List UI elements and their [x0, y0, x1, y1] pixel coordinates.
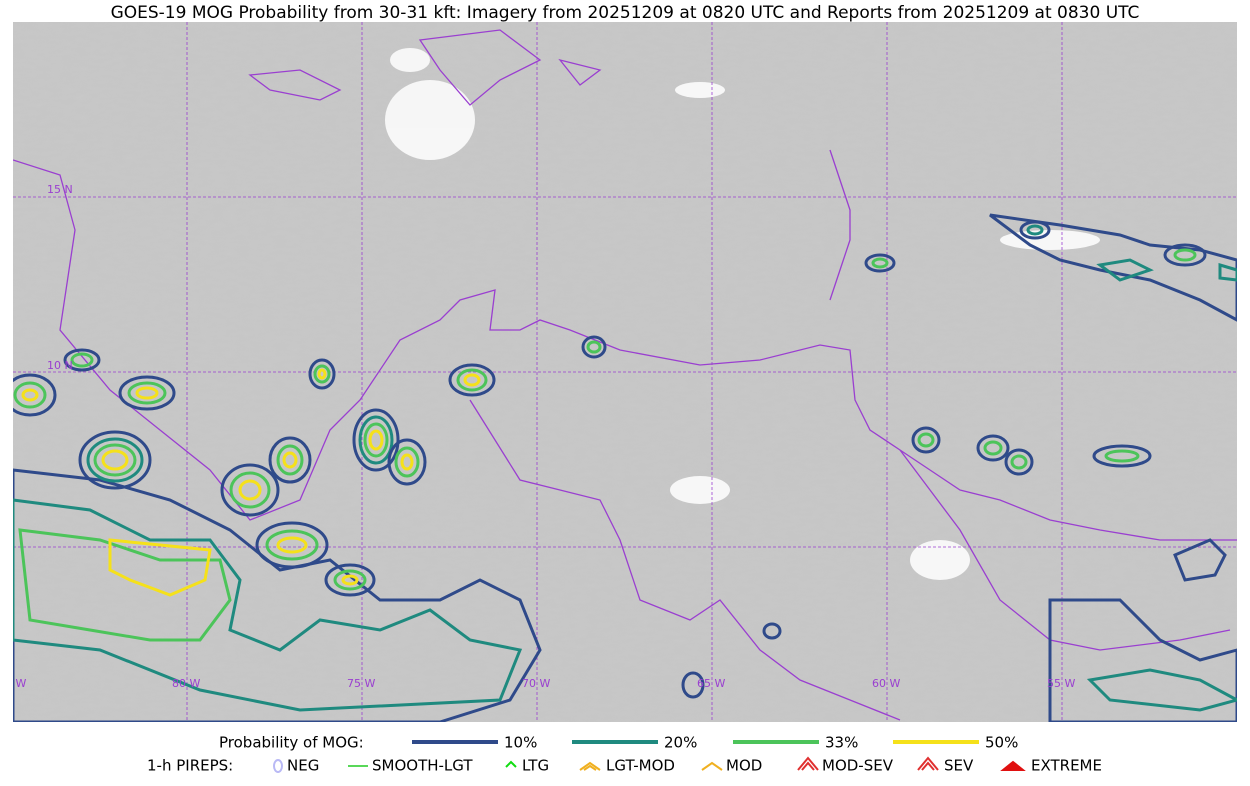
lon-label: 60 W [872, 677, 900, 690]
legend-icon [797, 756, 819, 771]
lon-label: 75 W [347, 677, 375, 690]
legend-icon [917, 756, 939, 771]
legend-label: 20% [664, 734, 697, 752]
legend-label: MOD-SEV [822, 757, 894, 775]
legend-icon [505, 760, 517, 768]
lon-label: 80 W [172, 677, 200, 690]
lon-label: 85 W [0, 677, 26, 690]
legend-label: 33% [825, 734, 858, 752]
lat-label: 15 N [47, 183, 73, 196]
legend-icon [1000, 760, 1026, 771]
lon-label: 55 W [1047, 677, 1075, 690]
map-area: 15 N 10 N 85 W 80 W 75 W 70 W 65 W 60 W 55 W [0, 22, 1237, 722]
lon-label: 70 W [522, 677, 550, 690]
legend-label: 50% [985, 734, 1018, 752]
legend-label: LTG [522, 757, 549, 775]
probability-contours [13, 213, 1237, 722]
legend-title: Probability of MOG: [219, 734, 364, 752]
legend-icon [273, 759, 283, 773]
legend-icon [701, 761, 723, 771]
lat-label: 10 N [47, 359, 73, 372]
lon-label: 65 W [697, 677, 725, 690]
legend: Probability of MOG: 10% 20% 33% 50% 1-h PIREP… [147, 734, 1102, 775]
graticule [13, 22, 1237, 722]
legend-title: 1-h PIREPS: [147, 757, 233, 775]
grid-labels: 15 N 10 N 85 W 80 W 75 W 70 W 65 W 60 W 55 W [0, 183, 1075, 690]
legend-label: SMOOTH-LGT [372, 757, 473, 775]
legend-label: SEV [944, 757, 974, 775]
title: GOES-19 MOG Probability from 30-31 kft: … [111, 3, 1140, 23]
legend-label: EXTREME [1031, 757, 1102, 775]
storm-cells [13, 220, 1207, 699]
legend-label: LGT-MOD [606, 757, 675, 775]
legend-icon [579, 761, 601, 771]
legend-label: MOD [726, 757, 762, 775]
legend-label: NEG [287, 757, 319, 775]
legend-label: 10% [504, 734, 537, 752]
